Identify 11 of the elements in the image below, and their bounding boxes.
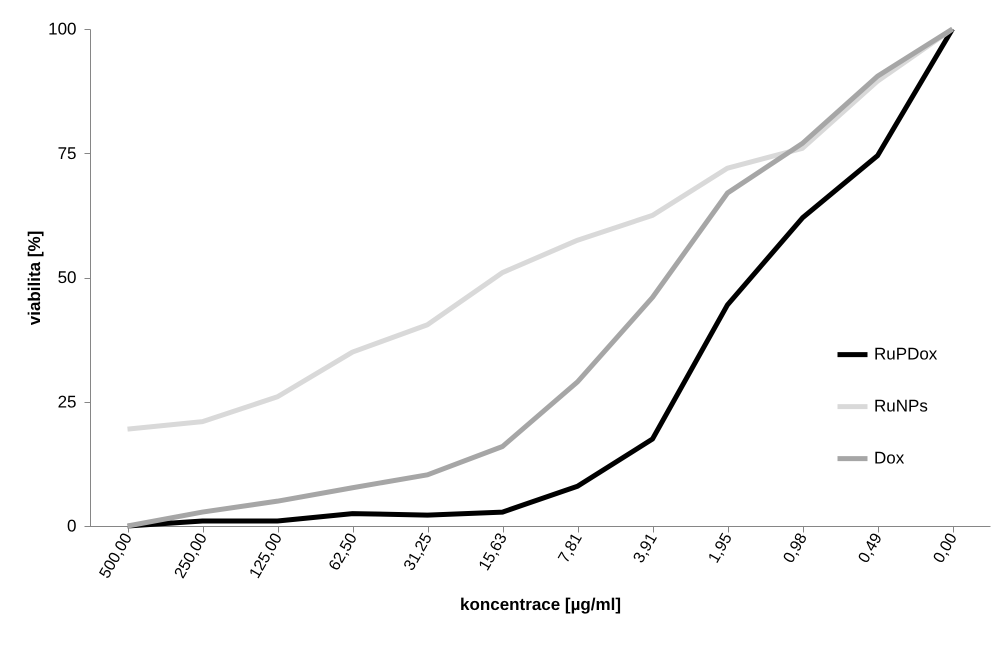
y-tick-label: 50 [58,268,76,287]
y-axis-title: viabilita [%] [25,230,44,326]
legend-label: RuNPs [874,396,928,416]
y-tick-label: 0 [67,516,76,536]
legend-label: RuPDox [874,344,938,364]
x-axis-title: koncentrace [µg/ml] [460,594,621,614]
x-tick-label: 7,81 [556,530,586,566]
y-tick-label: 100 [48,20,76,38]
legend-label: Dox [874,448,905,468]
y-tick-label: 25 [58,392,76,412]
y-tick-label: 75 [58,144,76,163]
